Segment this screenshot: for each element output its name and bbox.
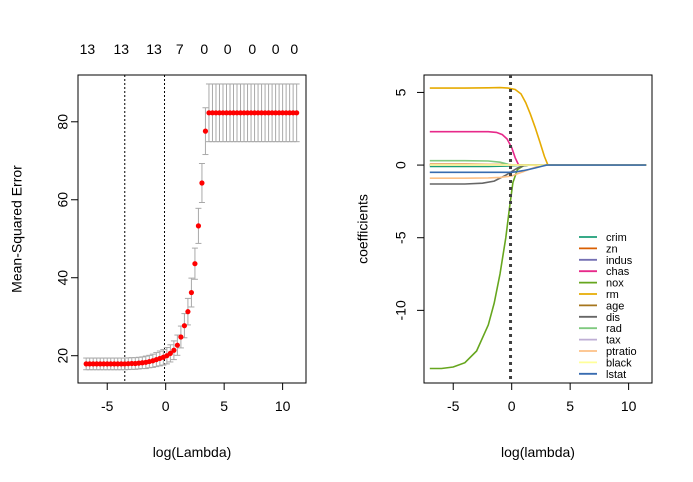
series-line-chas: [429, 130, 520, 166]
mse-point: [202, 128, 209, 134]
legend-label-chas: chas: [606, 266, 630, 278]
y-tick-label: 40: [55, 270, 71, 286]
x-axis-label: log(Lambda): [153, 444, 232, 460]
mse-point: [185, 309, 191, 315]
mse-point: [188, 289, 195, 296]
legend-label-age: age: [606, 300, 624, 312]
y-tick-label: 20: [55, 348, 71, 364]
top-count-label: 13: [113, 41, 129, 57]
y-tick-label: -10: [393, 300, 409, 320]
series-line-dis: [429, 164, 530, 185]
mse-point: [178, 334, 184, 340]
y-tick-label: 80: [55, 114, 71, 130]
x-tick-label: 0: [162, 398, 170, 414]
top-count-label: 0: [272, 41, 280, 57]
top-count-label: 13: [80, 41, 96, 57]
legend-label-black: black: [606, 357, 632, 369]
top-count-label: 0: [224, 41, 232, 57]
plot-frame: [77, 74, 307, 384]
legend-label-lstat: lstat: [606, 369, 626, 381]
mse-point: [167, 350, 173, 356]
series-line-nox: [429, 164, 530, 370]
top-count-label: 7: [176, 41, 184, 57]
mse-point: [294, 110, 300, 116]
mse-point: [171, 347, 177, 353]
plot-frame: [423, 74, 653, 384]
legend-label-tax: tax: [606, 335, 621, 347]
y-tick-label: -5: [393, 231, 409, 244]
legend-label-ptratio: ptratio: [606, 346, 637, 358]
mse-point: [174, 342, 180, 348]
x-tick-label: -5: [101, 398, 114, 414]
top-count-label: 13: [146, 41, 162, 57]
y-axis-label: coefficients: [355, 194, 371, 264]
top-count-label: 0: [290, 41, 298, 57]
series-line-rad: [429, 159, 509, 166]
y-axis-label: Mean-Squared Error: [9, 165, 25, 293]
legend-label-dis: dis: [606, 312, 621, 324]
series-line-lstat: [429, 164, 647, 174]
x-axis-label: log(lambda): [501, 444, 575, 460]
x-tick-label: 5: [220, 398, 228, 414]
top-count-label: 0: [248, 41, 256, 57]
coefficient-plot: -5 0 5 10 5 0 -5 -10 log(lambda) coefficients crim…: [355, 74, 653, 460]
y-tick-label: 5: [393, 88, 409, 96]
legend-label-crim: crim: [606, 232, 627, 244]
x-tick-label: 0: [508, 398, 516, 414]
x-tick-label: -5: [447, 398, 460, 414]
mse-point: [199, 180, 205, 186]
legend-label-rad: rad: [606, 323, 622, 335]
top-count-label: 0: [200, 41, 208, 57]
mse-point: [192, 261, 198, 267]
y-tick-label: 0: [393, 161, 409, 169]
legend-label-zn: zn: [606, 243, 618, 255]
x-tick-label: 10: [621, 398, 637, 414]
mse-point: [181, 323, 187, 329]
mse-point: [195, 223, 202, 229]
y-tick-label: 60: [55, 192, 71, 208]
x-tick-label: 10: [275, 398, 291, 414]
x-tick-label: 5: [566, 398, 574, 414]
legend-label-indus: indus: [606, 255, 633, 267]
mse-plot: -5 0 5 10 20 40 60 80 log(Lambda) Mean-Squared Er…: [9, 41, 307, 460]
legend-label-rm: rm: [606, 289, 619, 301]
legend-label-nox: nox: [606, 278, 624, 290]
series-line-rm: [429, 86, 647, 166]
